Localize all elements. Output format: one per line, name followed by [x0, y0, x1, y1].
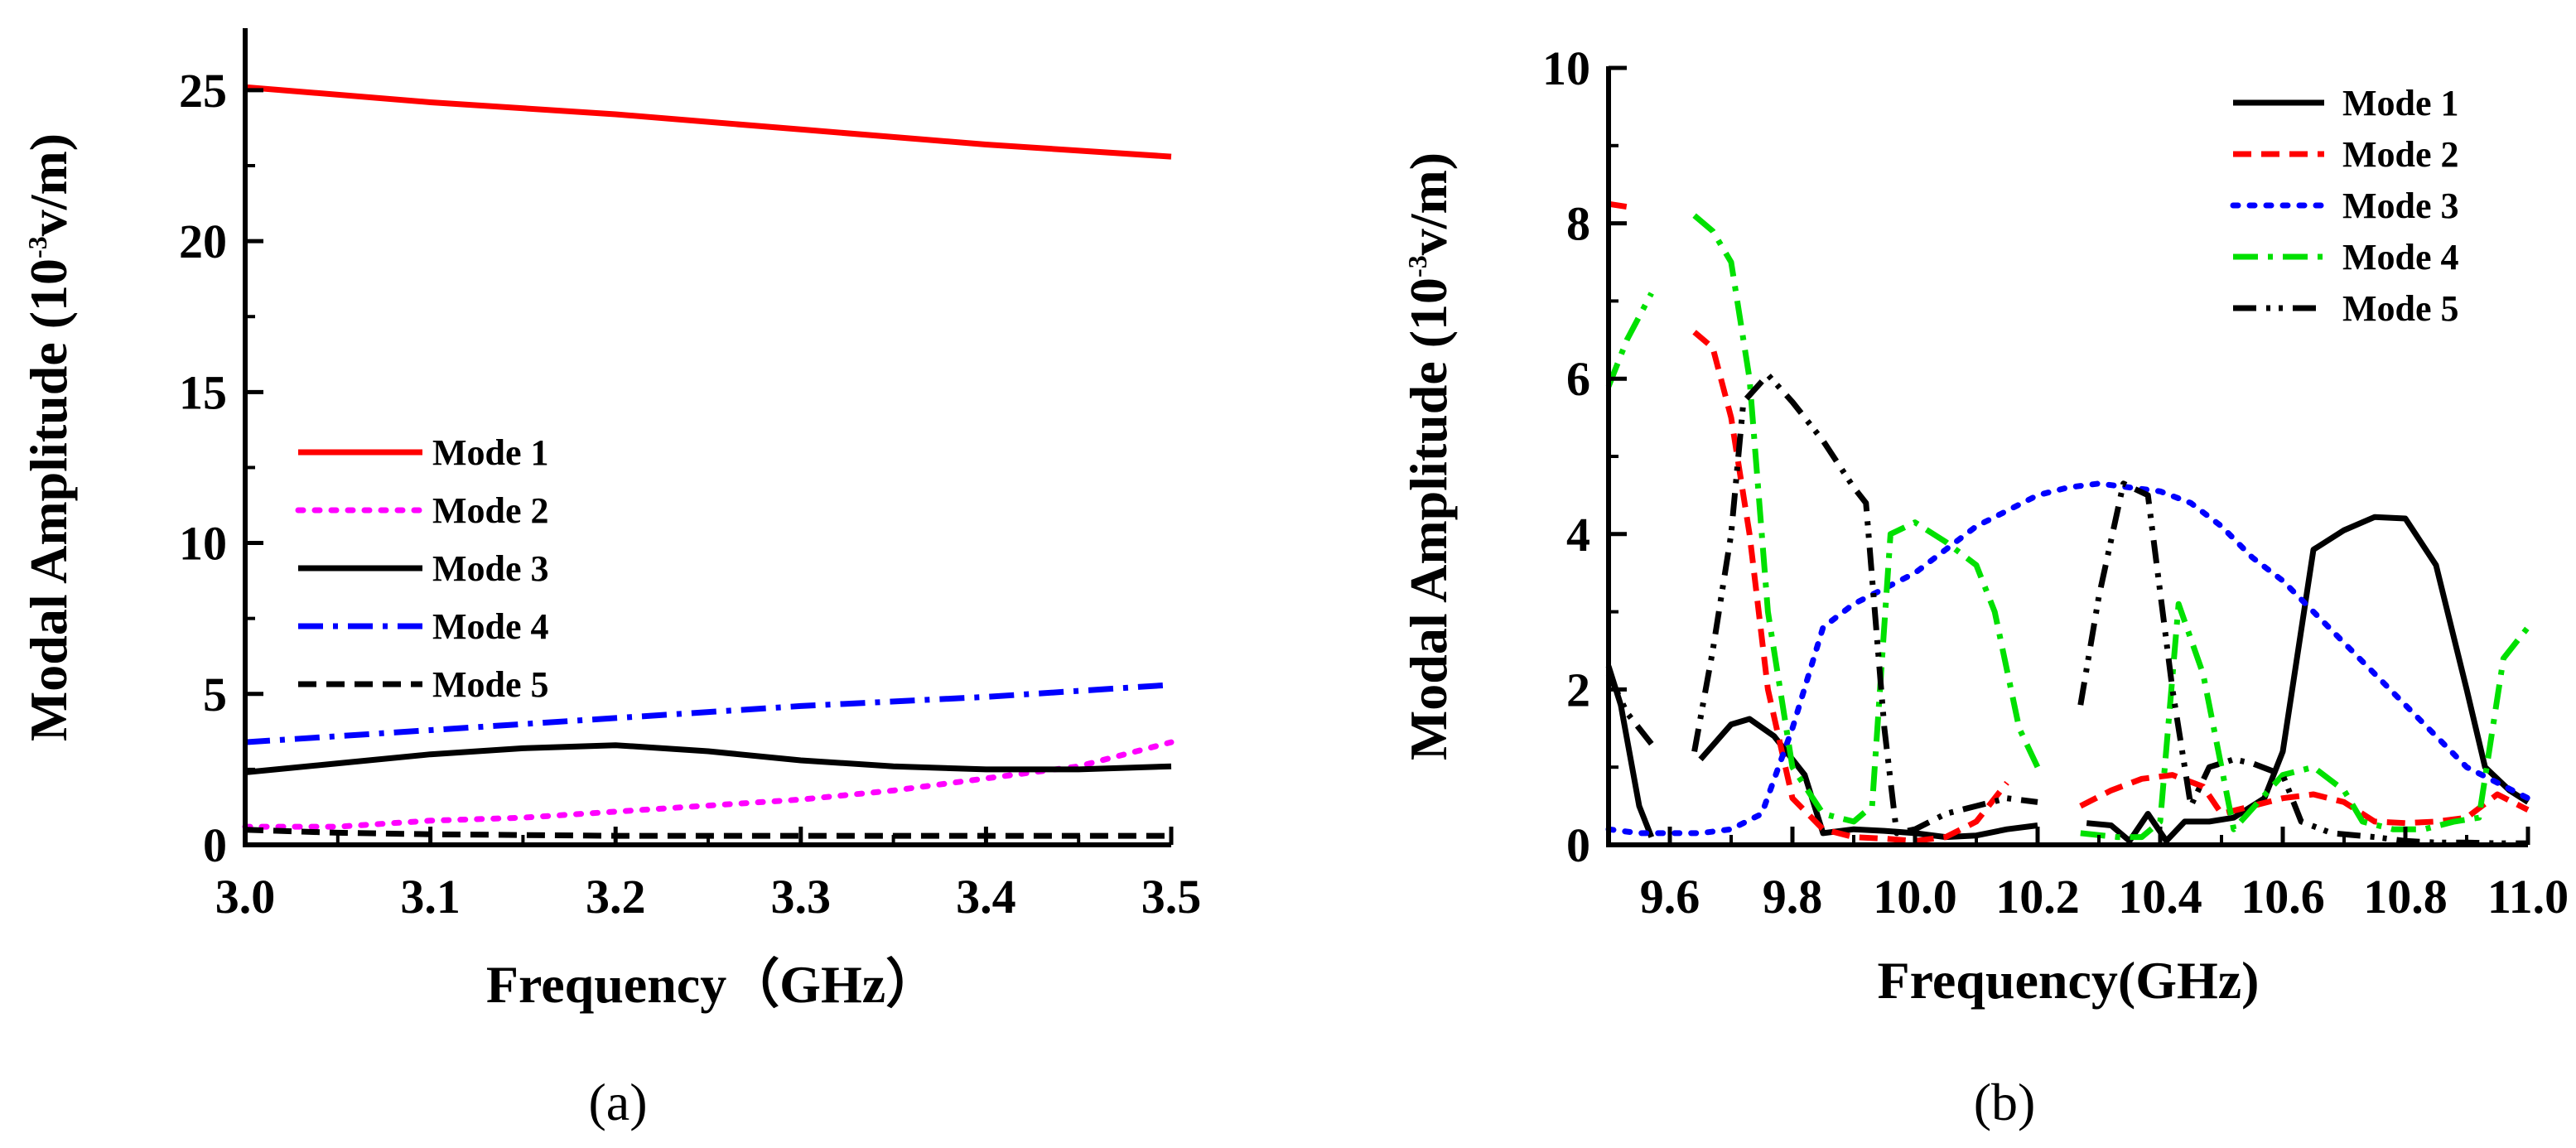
- series-line-mode-3: [244, 742, 1172, 775]
- series-line-mode-1: [244, 84, 1172, 160]
- legend-label-mode-4: Mode 4: [2342, 237, 2459, 277]
- legend-label-mode-5: Mode 5: [2342, 288, 2459, 329]
- x-tick-label: 11.0: [2487, 870, 2569, 924]
- x-tick-label: 3.4: [956, 870, 1016, 924]
- x-tick-label: 10.6: [2241, 870, 2325, 924]
- x-tick-label: 3.5: [1141, 870, 1202, 924]
- legend-label-mode-1: Mode 1: [432, 432, 549, 473]
- y-tick-label: 2: [1566, 663, 1590, 716]
- y-tick-label: 5: [203, 668, 227, 721]
- x-tick-label: 10.4: [2118, 870, 2202, 924]
- series-line-mode-3: [1605, 480, 2531, 837]
- series-line-mode-1: [1605, 514, 2530, 844]
- legend-label-mode-2: Mode 2: [2342, 134, 2459, 175]
- series-line-mode-4: [1605, 213, 2530, 841]
- y-tick-label: 0: [1566, 818, 1590, 872]
- legend-label-mode-1: Mode 1: [2342, 83, 2459, 123]
- y-tick-label: 0: [203, 818, 227, 872]
- legend-label-mode-5: Mode 5: [432, 664, 549, 705]
- x-tick-label: 3.1: [400, 870, 461, 924]
- x-tick-label: 9.6: [1640, 870, 1700, 924]
- legend: Mode 1 Mode 2 Mode 3 Mode 4 Mode 5: [295, 432, 549, 705]
- legend: Mode 1 Mode 2 Mode 3 Mode 4 Mode 5: [2230, 83, 2459, 329]
- x-tick-label: 10.0: [1873, 870, 1957, 924]
- y-axis-label: Modal Amplitude (10-3v/m): [19, 133, 78, 741]
- y-tick-label: 6: [1566, 352, 1590, 406]
- x-axis-label: Frequency（GHz）: [486, 955, 938, 1014]
- y-tick-label: 10: [1542, 41, 1590, 95]
- x-tick-label: 3.0: [215, 870, 276, 924]
- y-tick-label: 20: [179, 215, 227, 268]
- y-axis-label: Modal Amplitude (10-3v/m): [1399, 152, 1458, 760]
- x-tick-label: 9.8: [1763, 870, 1823, 924]
- panel-label: (a): [588, 1073, 647, 1131]
- y-tick-label: 8: [1566, 197, 1590, 251]
- x-tick-label: 10.2: [1995, 870, 2080, 924]
- legend-label-mode-2: Mode 2: [432, 490, 549, 531]
- series-line-mode-2: [242, 739, 1175, 830]
- x-tick-label: 3.2: [586, 870, 646, 924]
- y-tick-label: 25: [179, 64, 227, 118]
- legend-label-mode-3: Mode 3: [432, 548, 549, 589]
- legend-label-mode-4: Mode 4: [432, 606, 549, 647]
- y-tick-label: 4: [1566, 508, 1590, 562]
- x-tick-label: 3.3: [771, 870, 832, 924]
- series-line-mode-4: [244, 682, 1172, 745]
- series-line-mode-5: [1605, 372, 2528, 847]
- x-tick-label: 10.8: [2363, 870, 2448, 924]
- panel-label: (b): [1974, 1073, 2036, 1131]
- legend-label-mode-3: Mode 3: [2342, 186, 2459, 226]
- y-tick-label: 15: [179, 365, 227, 419]
- chart-b: 9.6 9.8 10.0 10.2 10.4 10.6 10.8 11.0 0 2 4 6 8 10 Fre…: [1399, 41, 2569, 1131]
- chart-a: 3.0 3.1 3.2 3.3 3.4 3.5 0 5 10 15 20 25 Frequency（GH…: [19, 28, 1201, 1131]
- y-tick-label: 10: [179, 517, 227, 571]
- x-axis-label: Frequency(GHz): [1878, 951, 2260, 1010]
